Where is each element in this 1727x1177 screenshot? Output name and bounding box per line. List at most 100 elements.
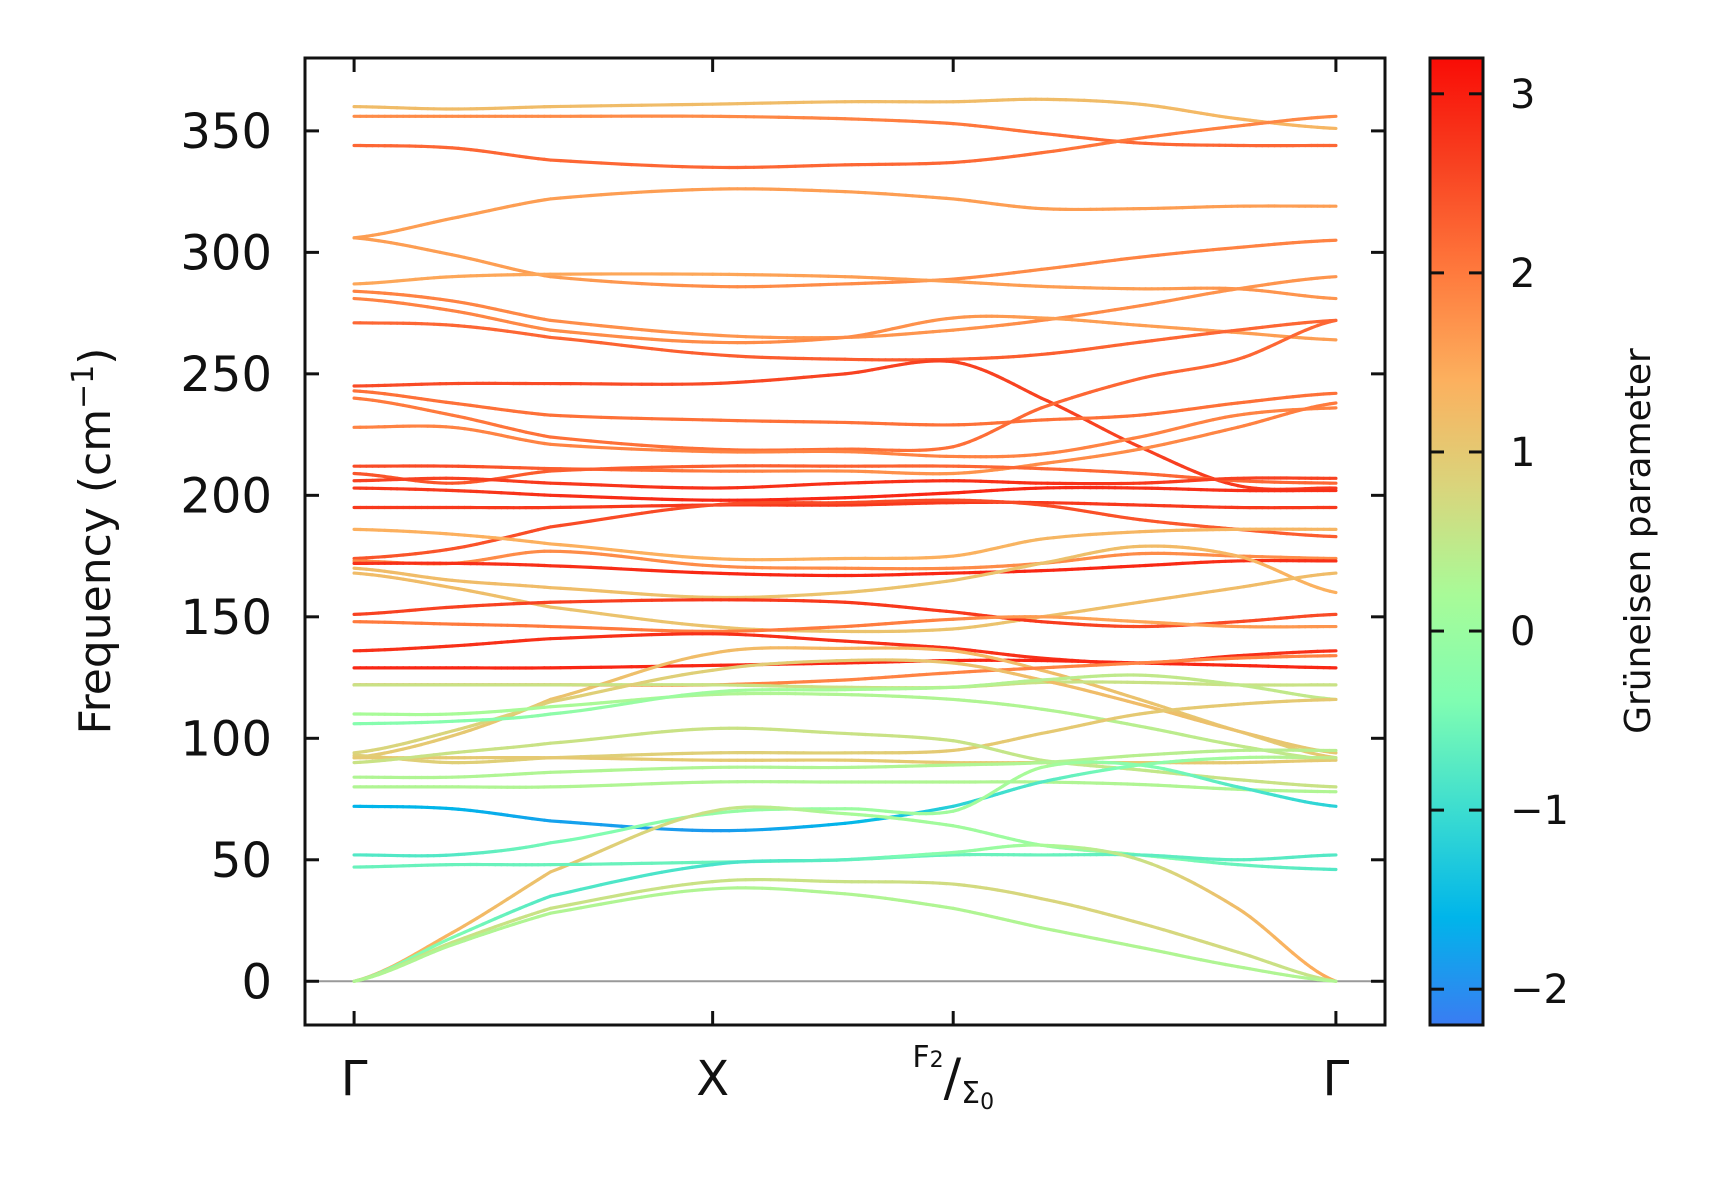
phonon-band-6 xyxy=(352,275,1338,340)
band-segment xyxy=(629,669,644,676)
phonon-band-12 xyxy=(352,406,1338,459)
phonon-band-13 xyxy=(352,401,1338,476)
band-segment xyxy=(609,191,624,196)
band-segment xyxy=(569,694,583,700)
band-segment xyxy=(1328,318,1338,324)
band-segment xyxy=(579,277,593,282)
band-segment xyxy=(680,692,694,697)
band-segment xyxy=(640,679,654,685)
band-segment xyxy=(640,443,654,448)
band-segment xyxy=(690,691,705,696)
phonon-band-18 xyxy=(352,498,1338,561)
band-segment xyxy=(548,586,563,590)
phonon-band-23 xyxy=(352,571,1338,634)
band-segment xyxy=(650,663,664,670)
band-segment xyxy=(569,544,583,549)
band-segment xyxy=(619,554,634,560)
band-segment xyxy=(558,606,573,612)
band-segment xyxy=(670,554,684,559)
band-segment xyxy=(599,445,613,450)
band-segment xyxy=(589,588,603,593)
phonon-band-20 xyxy=(352,549,1338,571)
band-segment xyxy=(599,324,613,329)
band-segment xyxy=(599,552,613,557)
phonon-band-30 xyxy=(352,680,1338,690)
band-segment xyxy=(609,699,624,704)
band-segment xyxy=(629,616,644,621)
band-segment xyxy=(558,543,573,548)
band-segment xyxy=(670,349,684,354)
band-segment xyxy=(609,334,624,339)
band-segment xyxy=(660,338,674,343)
band-segment xyxy=(589,545,603,551)
band-segment xyxy=(548,158,563,163)
band-segment xyxy=(650,329,664,334)
band-segment xyxy=(680,331,694,336)
band-segment xyxy=(558,329,573,334)
band-segment xyxy=(1328,401,1338,406)
band-segment xyxy=(629,681,644,687)
band-segment xyxy=(609,685,624,691)
band-segment xyxy=(589,340,603,345)
band-segment xyxy=(700,563,715,568)
band-segment xyxy=(629,555,644,561)
band-segment xyxy=(558,159,573,163)
band-segment xyxy=(548,468,563,473)
band-segment xyxy=(700,352,715,357)
band-segment xyxy=(619,326,634,331)
band-segment xyxy=(619,567,634,572)
band-segment xyxy=(609,325,624,330)
band-segment xyxy=(670,560,684,566)
band-segment xyxy=(670,330,684,335)
band-segment xyxy=(670,445,684,450)
band-segment xyxy=(589,193,603,198)
band-segment xyxy=(599,440,613,445)
band-segment xyxy=(548,196,563,201)
band-segment xyxy=(619,191,634,195)
band-segment xyxy=(579,331,593,336)
band-segment xyxy=(629,442,644,447)
band-segment xyxy=(579,338,593,344)
band-segment xyxy=(579,438,593,443)
phonon-band-2 xyxy=(352,114,1338,170)
band-segment xyxy=(640,568,654,573)
band-segment xyxy=(589,439,603,444)
band-segment xyxy=(700,503,715,508)
band-segment xyxy=(660,619,674,625)
band-segment xyxy=(609,441,624,446)
band-segment xyxy=(619,701,634,707)
band-segment xyxy=(548,442,563,447)
band-segment xyxy=(670,621,684,626)
band-segment xyxy=(680,446,694,450)
band-segment xyxy=(558,319,573,325)
band-segment xyxy=(1328,571,1338,576)
band-segment xyxy=(548,328,563,333)
phonon-band-7 xyxy=(352,296,1338,345)
band-segment xyxy=(548,435,563,440)
band-segment xyxy=(650,189,664,194)
band-segment xyxy=(569,320,583,326)
band-segment xyxy=(599,687,613,694)
band-segment xyxy=(599,700,613,705)
band-segment xyxy=(548,275,563,280)
band-segment xyxy=(629,336,644,341)
band-segment xyxy=(558,195,573,200)
band-segment xyxy=(609,676,624,683)
band-segment xyxy=(660,507,674,513)
band-segment xyxy=(680,622,694,627)
band-segment xyxy=(548,542,563,547)
band-segment xyxy=(558,692,573,699)
band-segment xyxy=(558,586,573,591)
band-segment xyxy=(650,618,664,624)
bands-layer xyxy=(352,97,1338,983)
band-segment xyxy=(629,699,644,705)
phonon-band-16 xyxy=(352,485,1338,502)
band-segment xyxy=(619,162,634,167)
band-segment xyxy=(558,336,573,341)
band-segment xyxy=(569,708,583,714)
band-segment xyxy=(700,624,715,629)
band-segment xyxy=(579,702,593,707)
phonon-band-24 xyxy=(352,598,1338,629)
band-segment xyxy=(579,519,593,525)
